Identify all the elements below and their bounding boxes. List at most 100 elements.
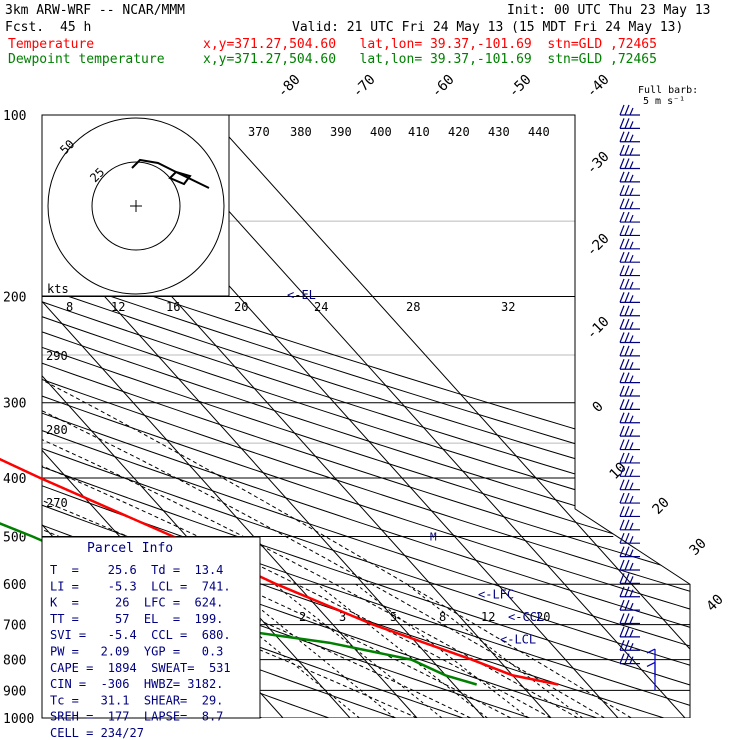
wind-barb	[619, 586, 625, 597]
isotherm-label: 30	[687, 536, 710, 559]
hodograph-ring	[47, 117, 225, 295]
wind-barb	[619, 225, 625, 236]
hodograph-units: kts	[47, 282, 69, 296]
wind-barb	[624, 144, 630, 156]
wind-barb	[629, 214, 634, 223]
lfc-marker: <-LFC	[478, 587, 514, 601]
wind-barb	[624, 506, 630, 517]
mixing-ratio-line	[406, 583, 583, 718]
speed-label: 16	[166, 300, 180, 314]
isotherm-label: 20	[650, 495, 673, 518]
wind-barb	[624, 158, 630, 169]
wind-barb	[619, 439, 625, 450]
wind-barb	[619, 479, 625, 490]
dry-adiabat	[42, 115, 690, 718]
wind-barb	[624, 265, 630, 276]
parcel-info-box: Parcel Info T = 25.6 Td = 13.4 LI = -5.3 L…	[41, 536, 261, 740]
dewpoint-legend-info: x,y=371.27,504.60 lat,lon= 39.37,-101.69…	[203, 52, 657, 67]
parcel-info-row: LI = -5.3 LCL = 741.	[50, 579, 231, 593]
wind-barb	[629, 201, 634, 209]
wind-barb	[629, 375, 634, 383]
parcel-info-row: T = 25.6 Td = 13.4	[50, 563, 223, 577]
wind-barb	[629, 629, 634, 638]
wind-barb	[624, 318, 630, 330]
wind-barb	[624, 479, 630, 490]
wind-barb	[624, 439, 630, 450]
model-title: 3km ARW-WRF -- NCAR/MMM	[5, 3, 186, 18]
wind-barb	[629, 188, 634, 196]
wind-barb	[624, 238, 630, 250]
wind-barb	[624, 492, 630, 504]
wind-barb	[624, 225, 630, 236]
isotherm-line	[42, 115, 418, 718]
wind-barb	[619, 626, 625, 638]
temperature-profile	[0, 457, 559, 686]
wind-barb	[624, 640, 630, 651]
isotherm-line	[208, 115, 690, 718]
dry-adiabat	[42, 115, 690, 718]
wind-barb	[619, 359, 625, 370]
wind-barb	[624, 412, 630, 423]
wind-barb	[629, 228, 634, 236]
wind-barb	[624, 345, 630, 357]
parcel-info-row: SREH = 177 LAPSE= 8.7	[50, 710, 223, 724]
wind-barb	[624, 613, 630, 624]
wind-barb	[629, 241, 634, 250]
wind-barb	[629, 268, 634, 276]
wind-barb	[624, 198, 630, 209]
dry-adiabat	[42, 115, 690, 718]
wind-barb	[629, 482, 634, 490]
wind-barb	[619, 265, 625, 276]
wind-barb	[624, 292, 630, 303]
pressure-label: 100	[3, 109, 26, 124]
wind-barb	[624, 466, 630, 477]
wind-barbs	[619, 104, 656, 691]
wind-barb	[619, 532, 625, 544]
wind-barb	[629, 442, 634, 450]
el-marker: <-EL	[287, 288, 316, 302]
wind-barb	[619, 171, 625, 183]
dewpoint-legend: Dewpoint temperature	[8, 52, 165, 67]
wind-barb	[624, 332, 630, 343]
wind-barb	[624, 452, 630, 464]
pressure-label: 200	[3, 291, 26, 306]
dry-adiabat	[42, 115, 690, 718]
wind-barb	[629, 656, 634, 664]
wind-barb	[619, 211, 625, 223]
wind-barb	[619, 653, 625, 664]
parcel-info-row: PW = 2.09 YGP = 0.3	[50, 645, 223, 659]
wind-barb	[619, 372, 625, 383]
pressure-label: 1000	[3, 712, 34, 727]
wind-barb	[624, 653, 630, 664]
valid-time: Valid: 21 UTC Fri 24 May 13 (15 MDT Fri …	[292, 20, 684, 35]
isentrope-label: 270	[46, 496, 68, 510]
dry-adiabat	[42, 115, 690, 718]
dry-adiabat	[42, 115, 464, 718]
wind-barb	[629, 522, 634, 531]
wind-barb	[619, 559, 625, 571]
wind-barb	[619, 412, 625, 423]
parcel-info-row: CAPE = 1894 SWEAT= 531	[50, 661, 231, 675]
wind-barb	[624, 185, 630, 196]
wind-barb	[619, 492, 625, 504]
wind-barb	[624, 425, 630, 437]
isentrope-label: 390	[330, 125, 352, 139]
wind-barb	[629, 509, 634, 517]
forecast-hours: 45 h	[60, 20, 92, 35]
speed-label: 32	[501, 300, 515, 314]
wind-barb	[629, 576, 634, 584]
wind-barb	[619, 118, 625, 129]
moist-adiabat	[42, 296, 552, 718]
wind-barb	[619, 332, 625, 343]
forecast-label: Fcst.	[5, 20, 45, 35]
wind-barb	[619, 345, 625, 357]
wind-barb	[619, 519, 625, 531]
wind-barb	[629, 134, 634, 142]
mixing-ratio-label: 8	[439, 610, 446, 624]
wind-barb	[629, 549, 634, 557]
hodograph	[41, 114, 230, 297]
wind-barb	[629, 589, 634, 597]
wind-barb	[619, 238, 625, 250]
wind-barb	[624, 171, 630, 183]
mixing-ratio-line	[355, 583, 529, 718]
